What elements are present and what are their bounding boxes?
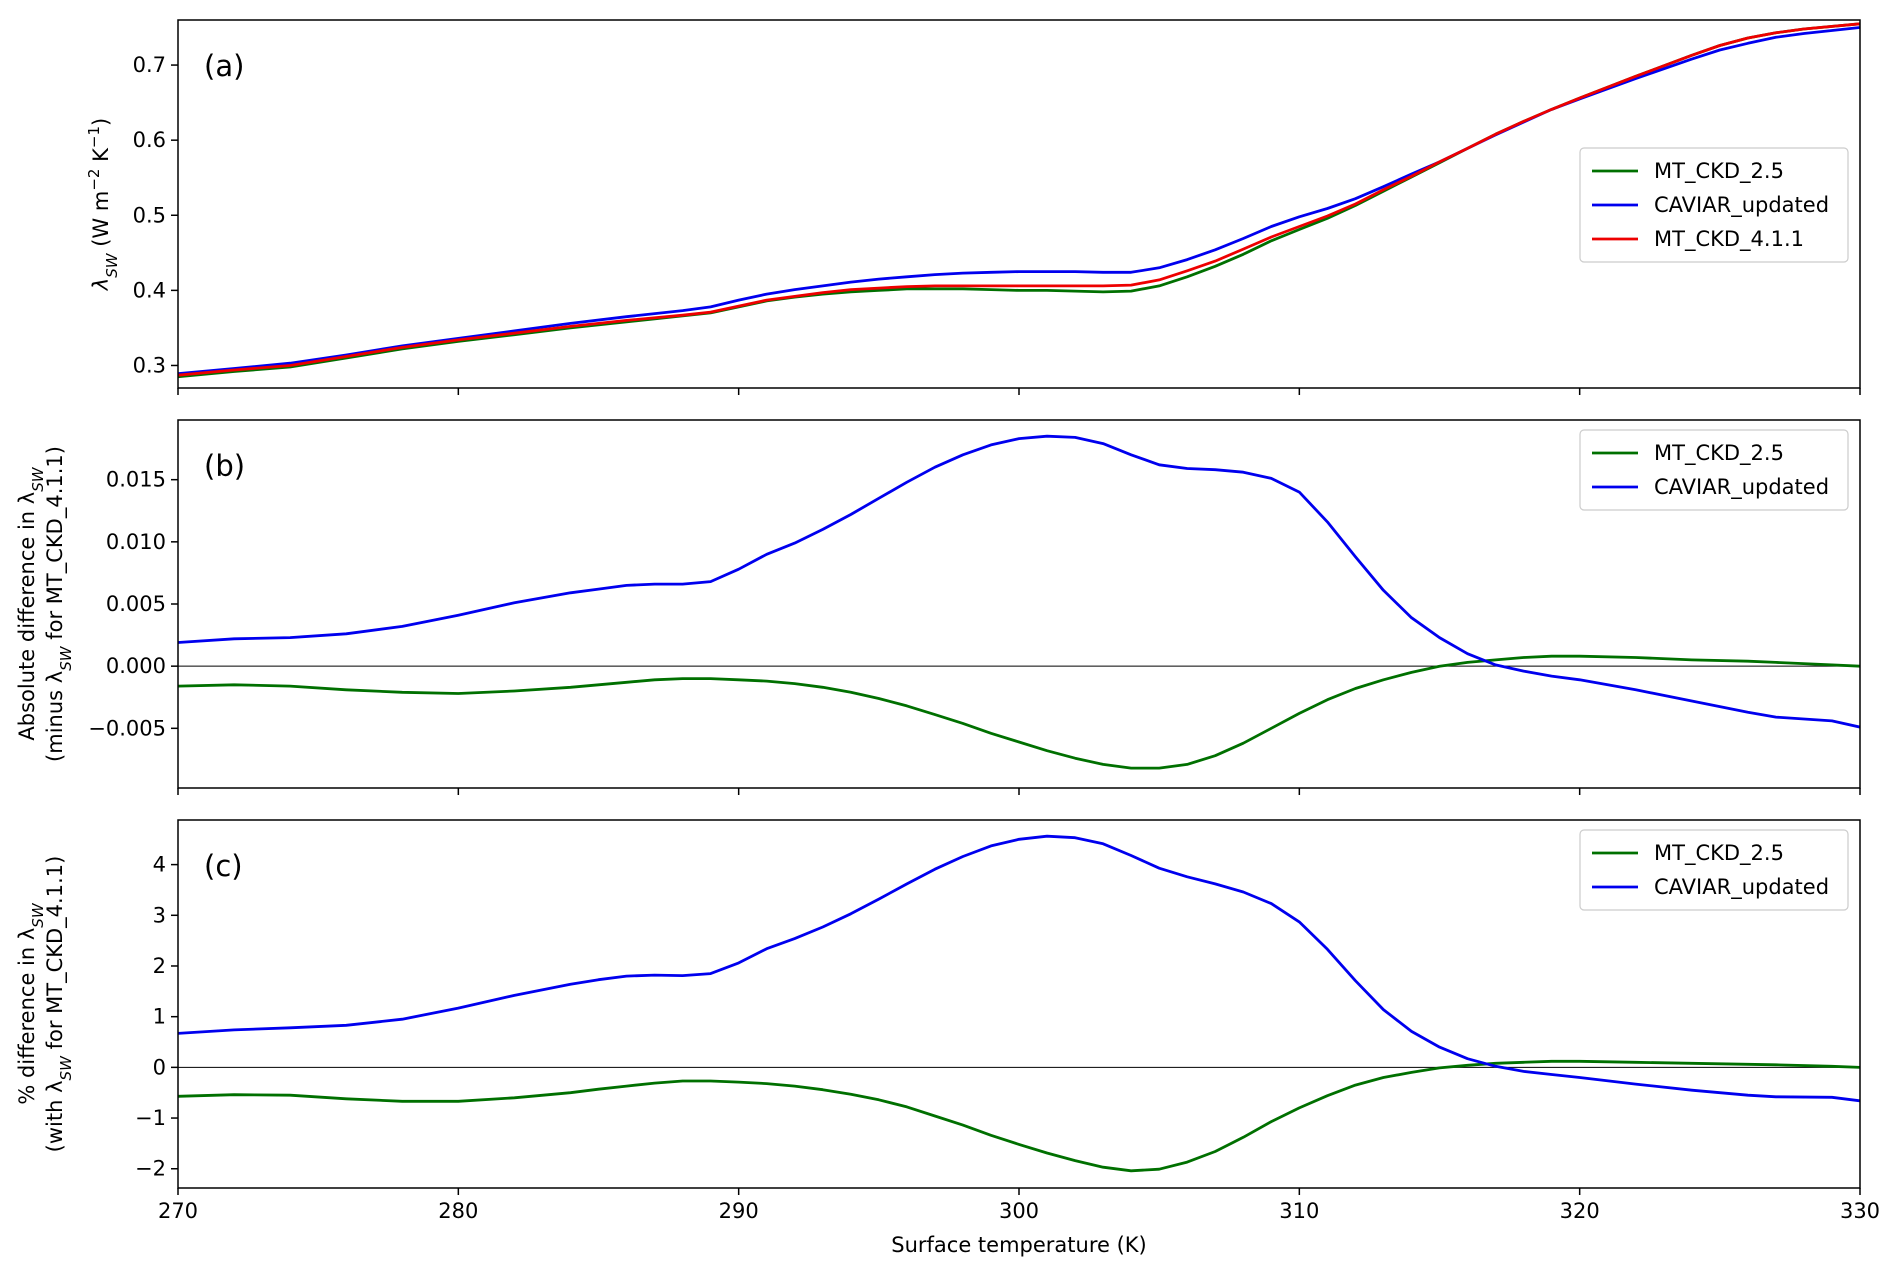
legend: MT_CKD_2.5 CAVIAR_updated [1579,429,1849,511]
y-tick-label: 2 [153,954,166,978]
legend-label: MT_CKD_2.5 [1654,441,1784,466]
x-tick-label: 280 [438,1199,478,1223]
y-tick-label: 0.4 [133,278,166,302]
y-tick-label: 1 [153,1005,166,1029]
legend-label: MT_CKD_4.1.1 [1654,227,1804,252]
y-tick-label: −1 [135,1106,166,1130]
x-tick-label: 300 [999,1199,1039,1223]
panel-tag: (b) [204,449,245,483]
legend-label: MT_CKD_2.5 [1654,159,1784,184]
y-tick-label: 0.015 [106,468,166,492]
y-axis-label-line1: % difference in λSW [15,902,47,1105]
legend-label: CAVIAR_updated [1654,475,1829,500]
y-tick-label: 3 [153,903,166,927]
y-axis-label-line2: (with λSW for MT_CKD_4.1.1) [43,856,75,1153]
legend: MT_CKD_2.5 CAVIAR_updated [1579,829,1849,911]
x-axis-label: Surface temperature (K) [891,1233,1147,1257]
x-tick-label: 330 [1840,1199,1880,1223]
legend-label: CAVIAR_updated [1654,193,1829,218]
x-tick-label: 320 [1560,1199,1600,1223]
y-tick-label: −2 [135,1157,166,1181]
y-tick-label: 0.6 [133,128,166,152]
y-tick-label: 0.7 [133,53,166,77]
y-axis-label: λSW (W m−2 K−1) [85,118,121,291]
y-tick-label: 4 [153,853,166,877]
panel-a: 0.3 0.4 0.5 0.6 0.7 (a) λSW (W m−2 K−1) MT_CKD_… [85,19,1861,395]
legend: MT_CKD_2.5 CAVIAR_updated MT_CKD_4.1.1 [1579,147,1849,263]
legend-box [1579,147,1849,263]
series-line-caviar-updated [178,834,1860,1103]
y-tick-label: 0 [153,1055,166,1079]
panel-tag: (c) [204,849,243,883]
panel-tag: (a) [204,49,244,83]
y-tick-label: 0.005 [106,592,166,616]
legend-label: CAVIAR_updated [1654,875,1829,900]
y-tick-label: −0.005 [88,716,166,740]
x-tick-label: 310 [1279,1199,1319,1223]
y-tick-label: 0.3 [133,353,166,377]
x-tick-label: 290 [719,1199,759,1223]
y-tick-label: 0.010 [106,530,166,554]
x-tick-label: 270 [158,1199,198,1223]
panel-c: 270 280 290 300 310 320 330 −2 −1 0 1 2 3 4 (c) % diffe… [15,819,1880,1223]
series-line-mt-ckd-4-1-1 [178,22,1860,377]
series-line-mt-ckd-2-5 [178,1059,1860,1173]
legend-label: MT_CKD_2.5 [1654,841,1784,866]
legend-box [1579,829,1849,911]
y-tick-label: 0.000 [106,654,166,678]
y-tick-label: 0.5 [133,203,166,227]
y-axis-label-line1: Absolute difference in λSW [15,466,47,740]
series-line-mt-ckd-2-5 [178,654,1860,770]
series-line-caviar-updated [178,434,1860,729]
panel-b: −0.005 0.000 0.005 0.010 0.015 (b) Absolute di… [15,419,1861,795]
legend-box [1579,429,1849,511]
y-axis-label-line2: (minus λSW for MT_CKD_4.1.1) [43,446,75,762]
